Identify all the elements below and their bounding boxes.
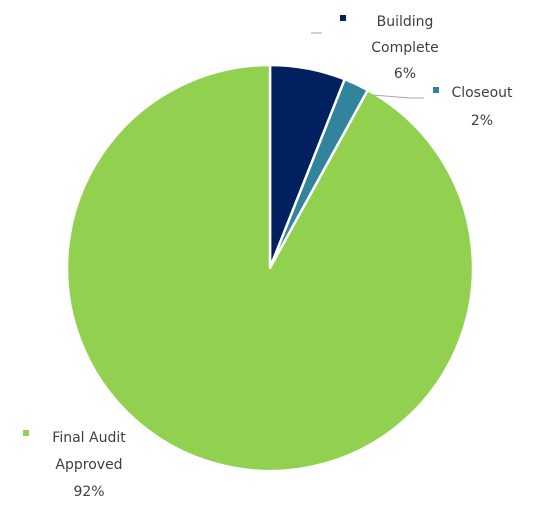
data-label-final-audit-approved: Final Audit [52,430,126,446]
data-label-pct-closeout: 2% [471,113,493,129]
legend-marker-building-complete [340,15,346,21]
data-label-pct-final-audit-approved: 92% [73,484,104,500]
leader-line-closeout [372,94,424,99]
pie-slice-final-audit-approved [65,63,475,473]
data-label-final-audit-approved: Approved [55,457,122,473]
legend-marker-closeout [433,87,439,93]
data-label-closeout: Closeout [451,85,513,101]
data-label-pct-building-complete: 6% [394,66,416,82]
data-label-building-complete: Complete [371,40,438,56]
data-label-building-complete: Building [377,14,434,30]
legend-marker-final-audit-approved [23,430,29,436]
